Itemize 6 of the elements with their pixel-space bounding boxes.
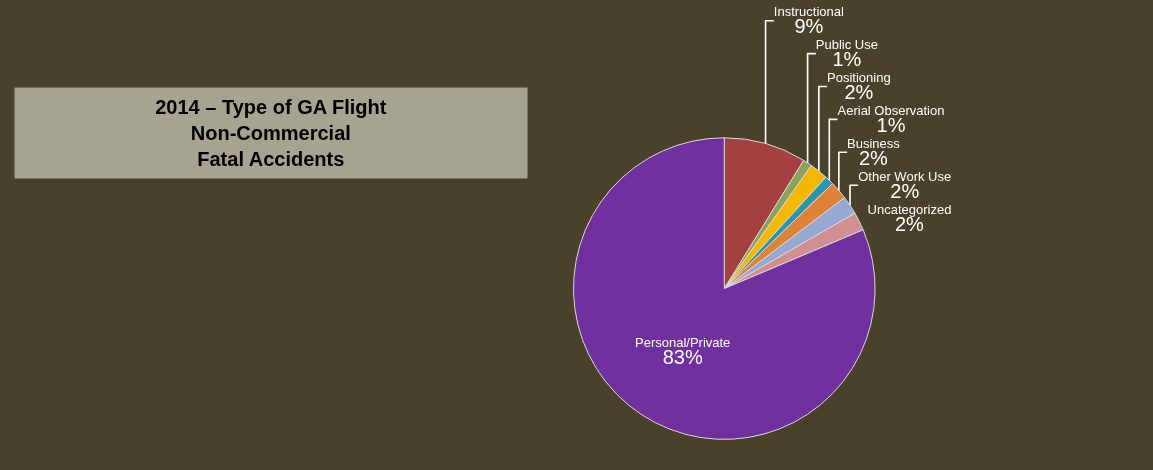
text: 2014 – Type of GA Flight Non-Commercial Fatal Accidents: [155, 96, 387, 170]
slice-label: Personal/Private: [634, 334, 731, 350]
slice-label: Aerial Observation: [837, 102, 945, 118]
slice-label: Positioning: [827, 70, 891, 86]
slice-label: Business: [847, 135, 901, 151]
slice-label: Other Work Use: [858, 168, 952, 184]
